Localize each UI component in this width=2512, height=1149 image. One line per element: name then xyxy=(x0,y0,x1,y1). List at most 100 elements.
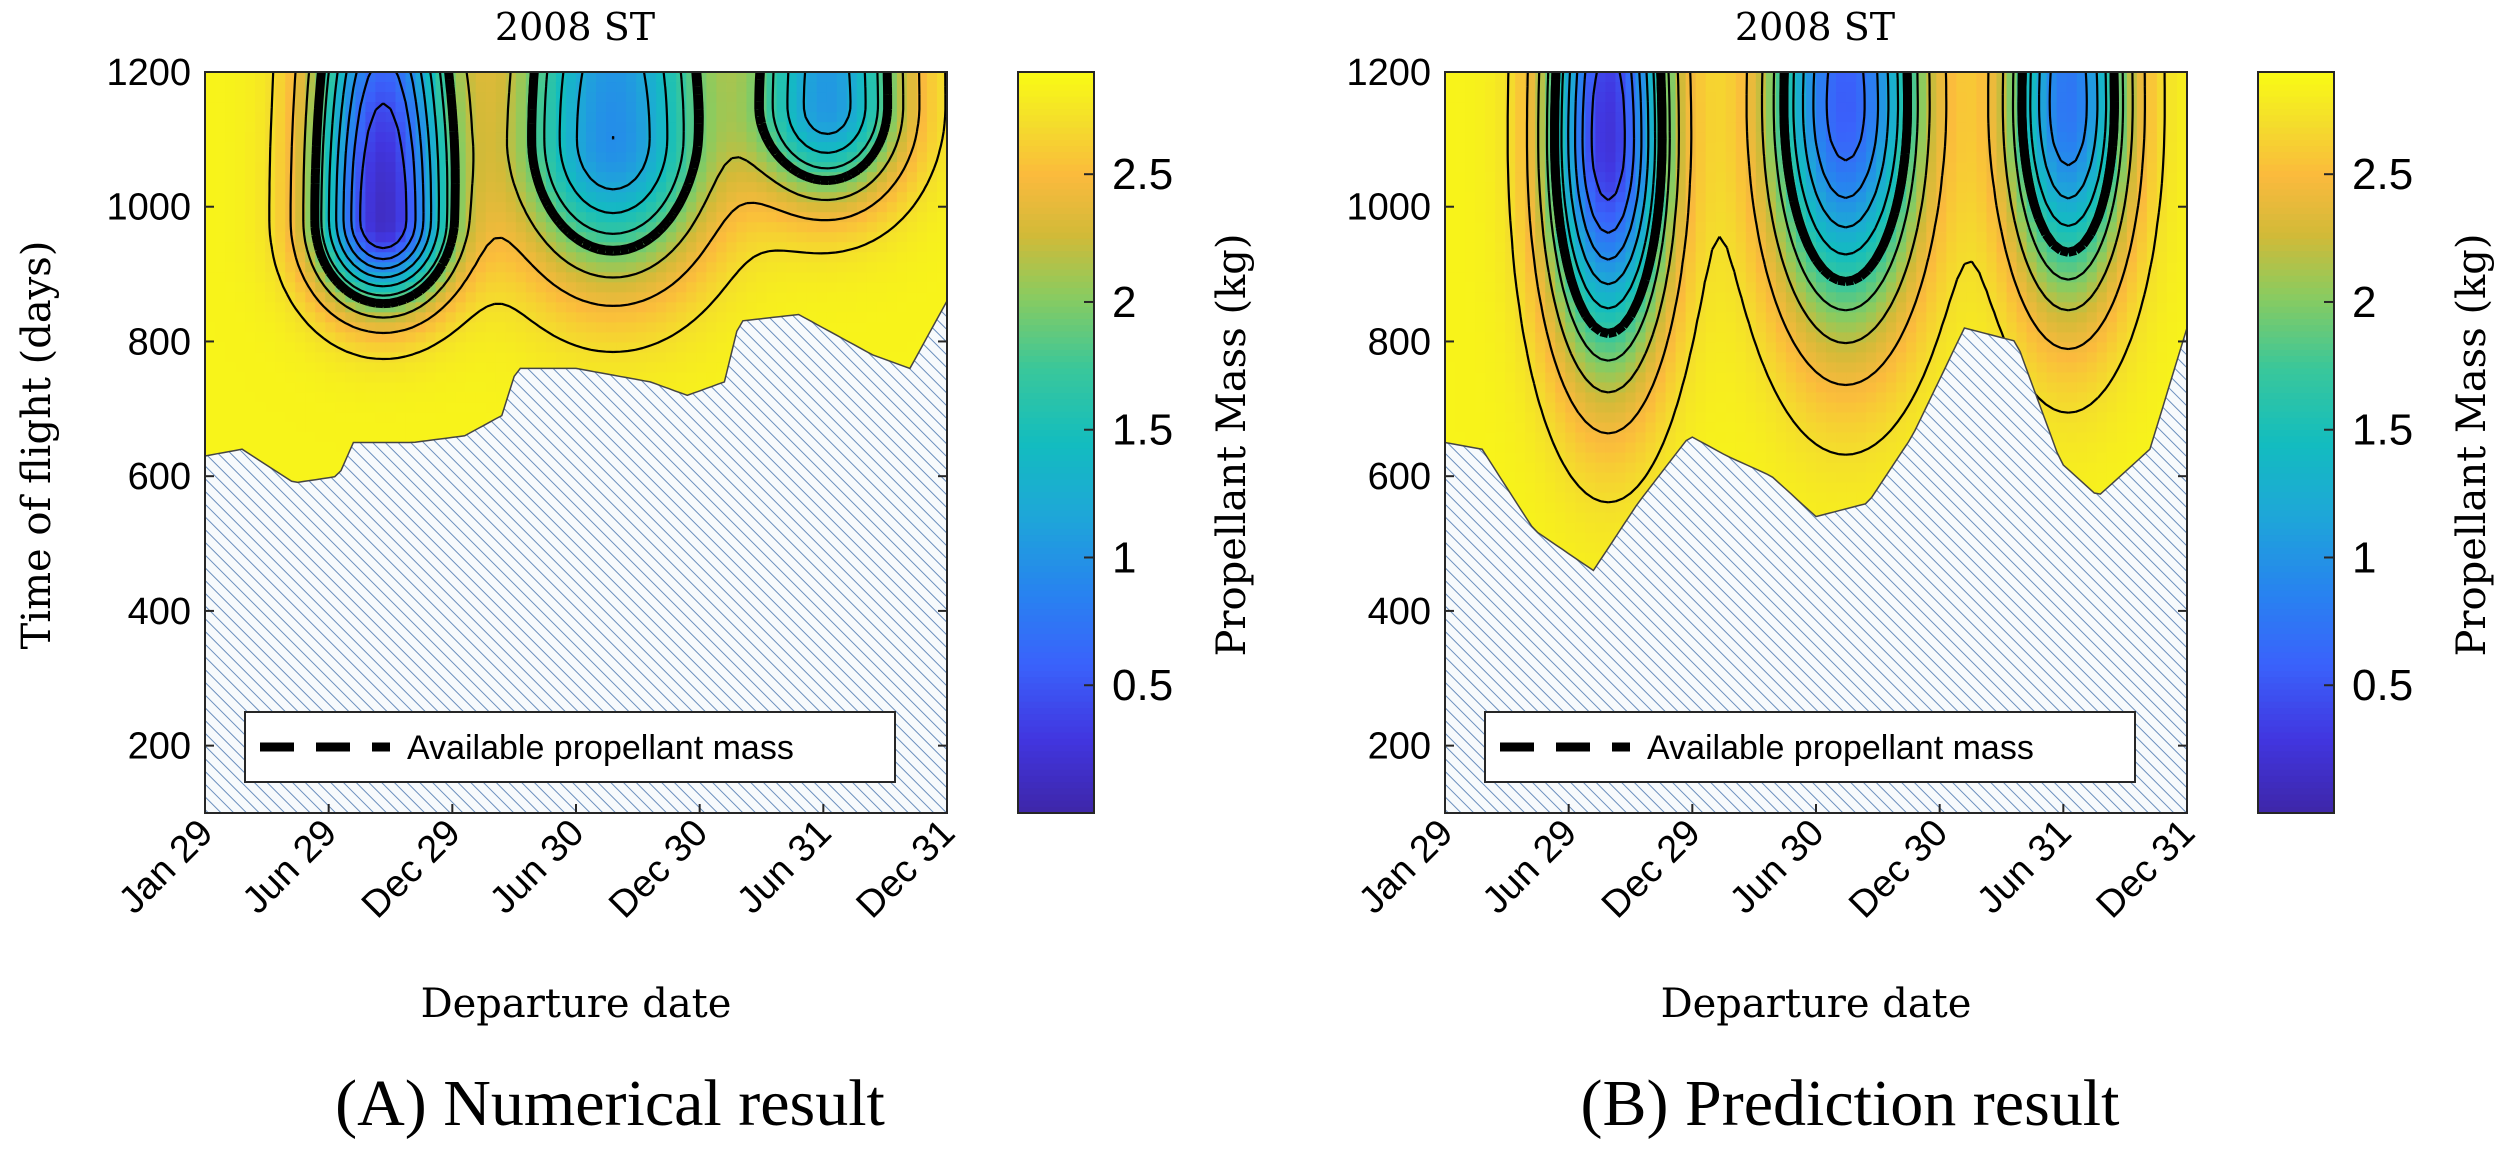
heat-cell xyxy=(305,382,316,394)
heat-cell xyxy=(205,302,216,313)
heat-cell xyxy=(355,92,367,103)
heat-cell xyxy=(776,172,788,183)
heat-cell xyxy=(335,182,346,193)
heat-cell xyxy=(826,242,838,253)
heat-cell xyxy=(395,302,407,313)
heat-cell xyxy=(676,302,687,313)
heat-cell xyxy=(656,172,667,183)
heat-cell xyxy=(235,202,246,213)
heat-cell xyxy=(666,112,677,123)
heat-cell xyxy=(245,192,256,203)
heat-cell xyxy=(565,152,577,163)
heat-cell xyxy=(636,272,647,283)
heat-cell xyxy=(816,292,828,303)
heat-cell xyxy=(465,272,477,283)
heat-cell xyxy=(706,152,717,163)
heat-cell xyxy=(365,152,377,163)
heat-cell xyxy=(205,282,216,293)
heat-cell xyxy=(205,362,216,373)
heat-cell xyxy=(275,442,286,454)
heat-cell xyxy=(866,332,878,343)
heat-cell xyxy=(746,242,758,253)
heat-cell xyxy=(465,252,477,263)
heat-cell xyxy=(485,232,497,243)
heat-cell xyxy=(275,112,286,123)
heat-cell xyxy=(385,302,397,313)
heat-cell xyxy=(435,402,447,414)
heat-cell xyxy=(405,362,417,373)
heat-cell xyxy=(846,262,858,273)
heat-cell xyxy=(475,242,487,253)
heat-cell xyxy=(626,282,637,293)
heat-cell xyxy=(565,352,577,363)
heat-cell xyxy=(255,412,266,424)
heat-cell xyxy=(245,262,256,273)
heat-cell xyxy=(365,302,377,313)
heat-cell xyxy=(576,262,587,273)
heat-cell xyxy=(846,312,858,323)
heat-cell xyxy=(706,112,717,123)
heat-cell xyxy=(676,222,687,233)
heat-cell xyxy=(666,122,677,133)
heat-cell xyxy=(435,302,447,313)
heat-cell xyxy=(435,392,447,404)
heat-cell xyxy=(445,382,457,394)
heat-cell xyxy=(215,412,226,424)
heat-cell xyxy=(806,212,818,223)
heat-cell xyxy=(215,352,226,363)
heat-cell xyxy=(405,152,417,163)
heat-cell xyxy=(796,282,808,293)
heat-cell xyxy=(706,332,717,343)
heat-cell xyxy=(325,412,336,424)
heat-cell xyxy=(435,222,447,233)
heat-cell xyxy=(535,212,547,223)
heat-cell xyxy=(215,422,226,434)
heat-cell xyxy=(505,122,517,133)
heat-cell xyxy=(425,92,437,103)
heat-cell xyxy=(716,72,728,83)
heat-cell xyxy=(636,132,647,143)
heat-cell xyxy=(315,402,326,414)
heat-cell xyxy=(576,362,587,373)
heat-cell xyxy=(596,132,607,143)
heat-cell xyxy=(205,112,216,123)
heat-cell xyxy=(545,332,557,343)
heat-cell xyxy=(305,462,316,474)
heat-cell xyxy=(706,372,717,384)
heat-cell xyxy=(465,132,477,143)
heat-cell xyxy=(355,82,367,93)
heat-cell xyxy=(826,312,838,323)
heat-cell xyxy=(245,122,256,133)
heat-cell xyxy=(435,292,447,303)
heat-cell xyxy=(255,122,266,133)
heat-cell xyxy=(365,82,377,93)
heat-cell xyxy=(325,392,336,404)
heat-cell xyxy=(596,282,607,293)
heat-cell xyxy=(335,382,346,394)
heat-cell xyxy=(766,262,778,273)
heat-cell xyxy=(375,372,387,384)
heat-cell xyxy=(285,402,296,414)
heat-cell xyxy=(565,302,577,313)
heat-cell xyxy=(836,202,848,213)
heat-cell xyxy=(485,382,497,394)
heat-cell xyxy=(565,112,577,123)
heat-cell xyxy=(355,402,367,414)
heat-cell xyxy=(455,412,467,424)
heat-cell xyxy=(365,322,377,333)
heat-cell xyxy=(275,362,286,373)
heat-cell xyxy=(495,262,507,273)
heat-cell xyxy=(495,342,507,353)
heat-cell xyxy=(545,132,557,143)
heat-cell xyxy=(505,262,517,273)
heat-cell xyxy=(355,322,367,333)
heat-cell xyxy=(325,312,336,323)
heat-cell xyxy=(205,172,216,183)
heat-cell xyxy=(626,352,637,363)
heat-cell xyxy=(696,322,707,333)
heat-cell xyxy=(726,232,738,243)
heat-cell xyxy=(435,362,447,373)
heat-cell xyxy=(245,232,256,243)
heat-cell xyxy=(576,242,587,253)
heat-cell xyxy=(255,162,266,173)
